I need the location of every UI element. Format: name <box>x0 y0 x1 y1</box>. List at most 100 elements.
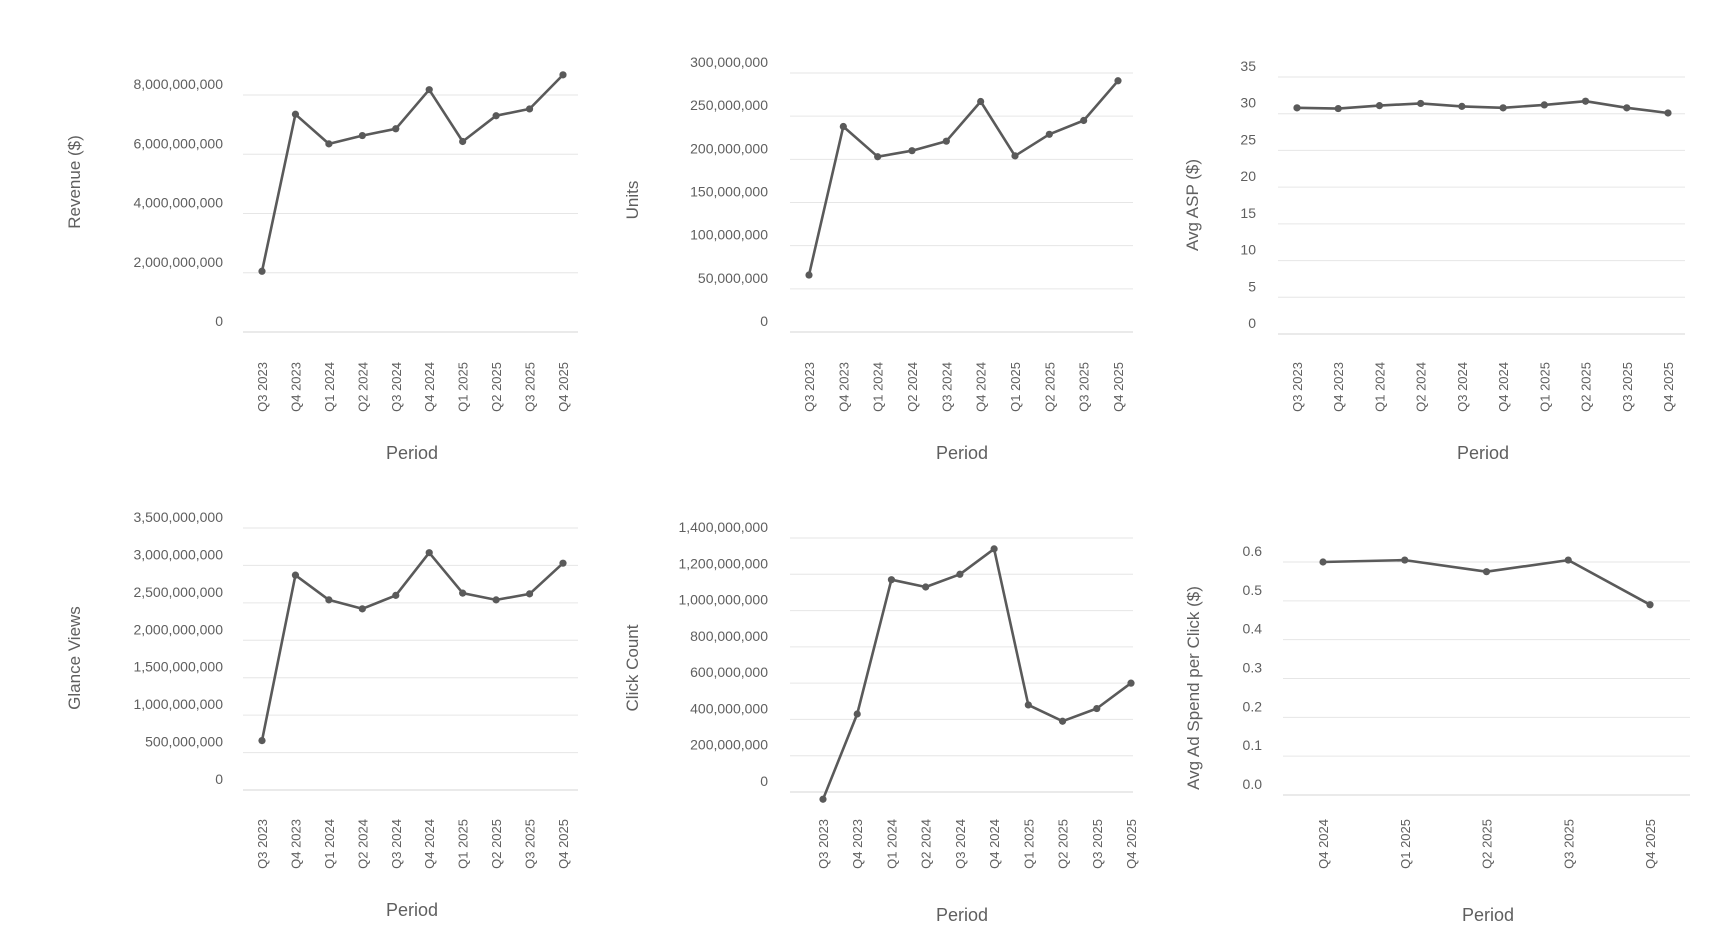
x-tick-label: Q1 2025 <box>1537 362 1552 412</box>
x-tick-label: Q3 2023 <box>255 819 270 869</box>
y-tick-label: 0.5 <box>1243 582 1263 598</box>
x-tick-label: Q4 2024 <box>987 819 1002 869</box>
data-point <box>853 710 861 718</box>
x-tick-label: Q3 2025 <box>523 819 538 869</box>
x-tick-label: Q4 2024 <box>1496 362 1511 412</box>
x-tick-label: Q3 2024 <box>953 819 968 869</box>
y-tick-label: 0.3 <box>1243 660 1263 676</box>
data-point <box>325 140 333 148</box>
x-tick-label: Q3 2024 <box>939 362 954 412</box>
x-tick-label: Q4 2023 <box>836 362 851 412</box>
chart-1: 0 2,000,000,000 4,000,000,000 6,000,000,000… <box>65 71 578 463</box>
x-tick-label: Q2 2024 <box>355 362 370 412</box>
x-axis-title: Period <box>936 905 988 925</box>
y-tick-label: 800,000,000 <box>690 628 768 644</box>
series-line <box>807 79 1119 276</box>
data-point <box>1375 102 1384 110</box>
data-point <box>922 583 930 591</box>
x-tick-label: Q4 2025 <box>1111 362 1126 412</box>
x-tick-label: Q2 2024 <box>355 819 370 869</box>
x-tick-label: Q1 2025 <box>1398 819 1413 869</box>
y-tick-label: 2,500,000,000 <box>133 584 223 600</box>
y-tick-label: 200,000,000 <box>690 737 768 753</box>
x-tick-label: Q3 2024 <box>389 362 404 412</box>
x-tick-label: Q3 2025 <box>523 362 538 412</box>
y-tick-label: 5 <box>1248 278 1256 294</box>
data-point <box>1127 679 1135 687</box>
x-tick-label: Q2 2025 <box>1056 819 1071 869</box>
data-point <box>1293 104 1301 112</box>
data-point <box>977 97 985 106</box>
data-point <box>1045 130 1053 138</box>
x-tick-label: Q4 2023 <box>1331 362 1346 412</box>
data-point <box>1540 101 1548 109</box>
y-tick-label: 35 <box>1240 58 1256 74</box>
x-axis-title: Period <box>1462 905 1514 925</box>
y-tick-label: 0 <box>760 773 768 789</box>
data-point <box>1664 109 1672 117</box>
data-point <box>1114 77 1122 85</box>
x-tick-label: Q4 2025 <box>1643 819 1658 869</box>
data-point <box>1093 704 1101 713</box>
data-point <box>459 137 467 146</box>
data-point <box>1482 568 1491 576</box>
y-axis-title: Click Count <box>623 624 642 711</box>
series-line <box>1322 558 1651 606</box>
x-axis-title: Period <box>386 443 438 463</box>
data-point <box>1334 104 1342 113</box>
x-tick-label: Q2 2025 <box>489 819 504 869</box>
y-axis-title: Units <box>623 181 642 220</box>
y-tick-label: 1,000,000,000 <box>678 592 768 608</box>
x-tick-label: Q2 2025 <box>1480 819 1495 869</box>
data-point <box>805 271 813 279</box>
y-tick-label: 1,400,000,000 <box>678 519 768 535</box>
x-tick-label: Q1 2025 <box>1008 362 1023 412</box>
y-tick-label: 0.2 <box>1243 698 1263 714</box>
data-point <box>525 590 534 598</box>
data-point <box>908 147 916 155</box>
data-point <box>1401 556 1409 564</box>
y-tick-label: 1,200,000,000 <box>678 555 768 571</box>
x-tick-label: Q4 2025 <box>556 819 571 869</box>
data-point <box>492 112 500 120</box>
data-point <box>492 596 500 604</box>
x-tick-label: Q4 2023 <box>850 819 865 869</box>
data-point <box>1646 601 1654 609</box>
data-point <box>1458 102 1466 110</box>
x-tick-label: Q4 2023 <box>288 362 303 412</box>
y-tick-label: 0 <box>215 313 223 329</box>
data-point <box>1623 104 1631 112</box>
x-tick-label: Q3 2025 <box>1620 362 1635 412</box>
x-tick-label: Q3 2023 <box>1290 362 1305 412</box>
y-tick-label: 3,500,000,000 <box>133 509 223 525</box>
y-tick-label: 4,000,000,000 <box>133 195 223 211</box>
data-point <box>258 736 266 745</box>
data-point <box>1417 99 1425 108</box>
x-tick-label: Q2 2024 <box>905 362 920 412</box>
x-axis-title: Period <box>386 900 438 920</box>
series-line <box>1296 99 1669 115</box>
x-tick-label: Q4 2024 <box>422 362 437 412</box>
data-point <box>459 589 467 597</box>
y-tick-label: 0.0 <box>1243 776 1263 792</box>
x-tick-label: Q1 2025 <box>456 819 471 869</box>
x-tick-label: Q4 2025 <box>556 362 571 412</box>
y-tick-label: 150,000,000 <box>690 184 768 200</box>
y-tick-label: 0.1 <box>1243 737 1263 753</box>
data-point <box>1581 97 1590 105</box>
y-tick-label: 2,000,000,000 <box>133 254 223 270</box>
x-tick-label: Q2 2024 <box>1414 362 1429 412</box>
x-tick-label: Q4 2024 <box>422 819 437 869</box>
y-axis-title: Revenue ($) <box>65 135 84 229</box>
data-point <box>1499 104 1507 112</box>
x-tick-label: Q1 2024 <box>322 819 337 869</box>
y-tick-label: 6,000,000,000 <box>133 135 223 151</box>
x-tick-label: Q4 2024 <box>1316 819 1331 869</box>
data-point <box>839 122 847 131</box>
chart-2: 0 50,000,000 100,000,000 150,000,000 200,000… <box>623 54 1133 463</box>
x-tick-label: Q4 2025 <box>1661 362 1676 412</box>
chart-5: 0 200,000,000 400,000,000 600,000,000 800,00… <box>623 519 1139 925</box>
x-tick-label: Q3 2025 <box>1090 819 1105 869</box>
y-tick-label: 250,000,000 <box>690 97 768 113</box>
x-tick-label: Q3 2023 <box>816 819 831 869</box>
